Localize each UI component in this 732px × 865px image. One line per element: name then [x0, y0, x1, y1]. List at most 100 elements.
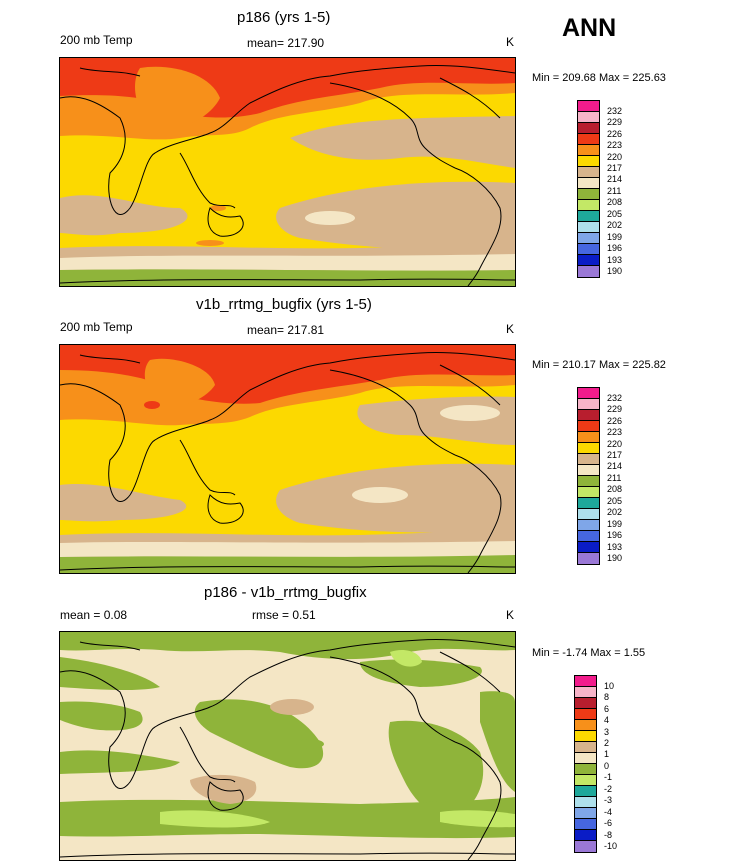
- panel3-colorbar-tick: -4: [604, 807, 613, 817]
- panel2-variable-label: 200 mb Temp: [60, 320, 133, 334]
- panel3-map: [59, 631, 516, 861]
- panel3-colorbar-swatch: [575, 786, 596, 797]
- panel3-colorbar-swatch: [575, 775, 596, 786]
- panel2-colorbar-tick: 208: [607, 484, 623, 494]
- panel1-colorbar-tick: 193: [607, 255, 623, 265]
- panel3-colorbar-swatch: [575, 709, 596, 720]
- panel3-colorbar-tick: -8: [604, 830, 613, 840]
- panel2-colorbar-tick: 220: [607, 439, 623, 449]
- panel3-colorbar-swatch: [575, 819, 596, 830]
- panel1-units-label: K: [506, 35, 515, 49]
- panel3-fill-neg1f: [388, 720, 484, 818]
- panel1-colorbar-tick: 226: [607, 129, 623, 139]
- panel1-colorbar-tick: 202: [607, 220, 623, 230]
- panel1-colorbar-swatch: [578, 101, 599, 112]
- panel1-colorbar-tick: 211: [607, 186, 622, 196]
- panel3-colorbar-swatch: [575, 808, 596, 819]
- panel3-fill-neg2b: [160, 810, 270, 828]
- panel1-colorbar-tick: 205: [607, 209, 623, 219]
- panel2-colorbar-swatch: [578, 520, 599, 531]
- panel1-colorbar-tick: 190: [607, 266, 623, 276]
- panel3-colorbar-tick: 4: [604, 715, 610, 725]
- panel2-colorbar-tick: 196: [607, 530, 623, 540]
- panel3-fill-neg1g: [480, 691, 515, 792]
- panel3-colorbar-tick: -3: [604, 795, 613, 805]
- panel1-colorbar-tick: 214: [607, 174, 623, 184]
- panel2-colorbar-swatch: [578, 432, 599, 443]
- panel2-colorbar-tick: 214: [607, 461, 623, 471]
- panel2-mean-label: mean= 217.81: [247, 323, 325, 337]
- panel3-colorbar-tick: 2: [604, 738, 610, 748]
- panel3-colorbar-swatch: [575, 797, 596, 808]
- panel1-colorbar-swatch: [578, 134, 599, 145]
- season-label: ANN: [562, 14, 617, 42]
- panel2-colorbar-swatch: [578, 388, 599, 399]
- panel3-colorbar-tick: 3: [604, 727, 610, 737]
- panel3-fill-neg1h: [60, 750, 180, 774]
- panel3-colorbar-swatch: [575, 731, 596, 742]
- panel3-colorbar-swatch: [575, 720, 596, 731]
- panel2-fill-211a: [440, 405, 500, 421]
- panel3-colorbar-tick: 1: [604, 749, 610, 759]
- panel2-colorbar-swatch: [578, 465, 599, 476]
- panel2-colorbar-tick: 232: [607, 393, 623, 403]
- panel2-colorbar-swatch: [578, 487, 599, 498]
- panel3-colorbar-swatch: [575, 764, 596, 775]
- panel3-colorbar-swatch: [575, 753, 596, 764]
- panel2-fill-214b: [60, 483, 187, 522]
- panel2-colorbar-swatch: [578, 421, 599, 432]
- panel3-fill-neg1j: [296, 739, 324, 749]
- panel1-fill-211b: [60, 254, 515, 271]
- panel3-fill-neg1e: [194, 699, 324, 769]
- panel2-minmax: Min = 210.17 Max = 225.82: [532, 359, 666, 371]
- panel1-colorbar-swatch: [578, 145, 599, 156]
- panel2-colorbar-swatch: [578, 531, 599, 542]
- panel3-colorbar-swatch: [575, 830, 596, 841]
- panel1-colorbar-tick: 229: [607, 117, 623, 127]
- panel2-map: [59, 344, 516, 574]
- panel2-fill-223b: [144, 358, 215, 407]
- panel2-fill-208: [60, 555, 515, 573]
- panel3-colorbar-swatch: [575, 841, 596, 852]
- panel1-colorbar-tick: 232: [607, 106, 623, 116]
- panel1-colorbar-tick: 220: [607, 152, 623, 162]
- panel2-colorbar-swatch: [578, 399, 599, 410]
- panel2-colorbar-swatch: [578, 476, 599, 487]
- panel3-colorbar-tick: 6: [604, 704, 610, 714]
- panel3-colorbar-tick: 10: [604, 681, 615, 691]
- panel2-colorbar-swatch: [578, 542, 599, 553]
- panel1-fill-214c: [276, 181, 515, 250]
- panel2-fill-226b: [144, 401, 160, 409]
- panel1-colorbar-swatch: [578, 112, 599, 123]
- panel2-colorbar-swatch: [578, 553, 599, 564]
- panel3-units-label: K: [506, 608, 515, 622]
- panel2-colorbar-tick: 217: [607, 450, 623, 460]
- panel1-colorbar-tick: 223: [607, 140, 623, 150]
- panel2-colorbar-tick: 202: [607, 507, 623, 517]
- panel3-fill-neg2c: [440, 810, 515, 828]
- panel2-coastlines: [60, 351, 515, 573]
- panel1-colorbar-swatch: [578, 266, 599, 277]
- panel3-mean-label: mean = 0.08: [60, 608, 128, 622]
- panel1-minmax: Min = 209.68 Max = 225.63: [532, 72, 666, 84]
- panel2-colorbar-tick: 223: [607, 427, 623, 437]
- panel3-rmse-label: rmse = 0.51: [252, 608, 316, 622]
- panel3-coastlines: [60, 638, 515, 860]
- panel1-colorbar-swatch: [578, 222, 599, 233]
- panel3-title: p186 - v1b_rrtmg_bugfix: [204, 584, 367, 601]
- panel2-colorbar-swatch: [578, 443, 599, 454]
- panel1-colorbar-swatch: [578, 255, 599, 266]
- panel2-colorbar-tick: 193: [607, 542, 623, 552]
- panel2-colorbar-swatch: [578, 454, 599, 465]
- panel3-fill-neg2a: [390, 650, 422, 667]
- panel2-colorbar: [577, 387, 600, 565]
- panel1-colorbar-swatch: [578, 211, 599, 222]
- panel3-fill-pos1b: [190, 774, 257, 804]
- panel3-fill-neg1i: [60, 797, 515, 839]
- panel2-colorbar-swatch: [578, 498, 599, 509]
- panel2-colorbar-swatch: [578, 509, 599, 520]
- panel3-colorbar-swatch: [575, 742, 596, 753]
- panel1-fill-211a: [305, 211, 355, 225]
- panel3-fill-pos1a: [270, 699, 314, 715]
- panel2-colorbar-tick: 205: [607, 496, 623, 506]
